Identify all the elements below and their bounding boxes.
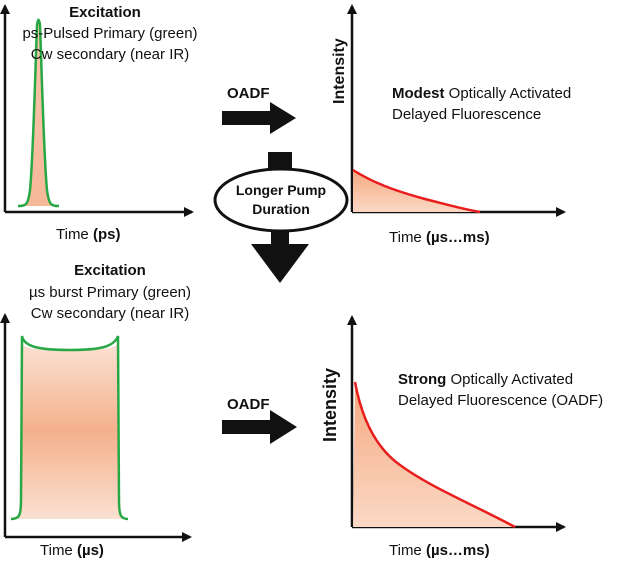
tr-desc-line1: Modest Optically Activated (392, 84, 571, 103)
tr-x-label-prefix: Time (389, 229, 426, 246)
tl-x-label-prefix: Time (56, 226, 93, 243)
tl-pulse-fill (18, 19, 59, 206)
br-desc-line2: Delayed Fluorescence (OADF) (398, 392, 604, 409)
bl-title: Excitation (74, 262, 146, 279)
center-down-arrow (251, 152, 309, 283)
oadf-arrow-bottom (222, 410, 297, 444)
tl-pulse-line (17, 18, 60, 208)
oadf-arrow-top (222, 102, 296, 134)
tl-x-label-unit: (ps) (92, 226, 121, 243)
panel-top-right-plot (347, 4, 566, 217)
tl-line1: ps-Pulsed Primary (green) (22, 25, 198, 42)
br-y-label: Intensity (320, 367, 340, 442)
br-desc-rest: Optically Activated (446, 371, 574, 388)
tl-x-label: Time (ps) (56, 225, 120, 244)
tr-desc-rest: Optically Activated (444, 85, 572, 102)
br-desc-bold: Strong (398, 371, 447, 388)
br-x-label-prefix: Time (389, 542, 426, 559)
panel-top-left-plot (0, 4, 194, 217)
bl-x-label: Time (µs) (40, 541, 104, 560)
tr-x-label: Time (µs…ms) (389, 228, 490, 247)
oval-line1: Longer Pump (235, 182, 327, 198)
bl-line1: µs burst Primary (green) (28, 284, 191, 301)
tr-desc-bold: Modest (392, 85, 445, 102)
tr-desc-line2: Delayed Fluorescence (392, 106, 542, 123)
br-x-label-unit: (µs…ms) (425, 542, 490, 559)
tl-line2: Cw secondary (near IR) (30, 46, 190, 63)
oadf-arrow-bottom-label: OADF (227, 396, 270, 413)
br-desc-line1: Strong Optically Activated (398, 370, 573, 389)
tr-y-label: Intensity (331, 38, 348, 104)
bl-x-label-unit: (µs) (76, 542, 104, 559)
tl-title: Excitation (69, 4, 141, 21)
br-x-label: Time (µs…ms) (389, 541, 490, 560)
panel-bottom-left-plot (0, 313, 192, 542)
bl-burst-line (10, 335, 129, 521)
bl-burst-fill (11, 344, 128, 519)
oval-line2: Duration (252, 201, 310, 217)
bl-x-label-prefix: Time (40, 542, 77, 559)
oadf-arrow-top-label: OADF (227, 85, 270, 102)
br-decay-line (353, 381, 516, 529)
panel-bottom-right-plot (347, 315, 566, 532)
bl-line2: Cw secondary (near IR) (30, 305, 190, 322)
longer-pump-oval (213, 167, 349, 233)
br-decay-fill (353, 382, 515, 527)
tr-x-label-unit: (µs…ms) (425, 229, 490, 246)
tr-decay-line (352, 168, 481, 214)
tr-decay-fill (353, 170, 480, 212)
